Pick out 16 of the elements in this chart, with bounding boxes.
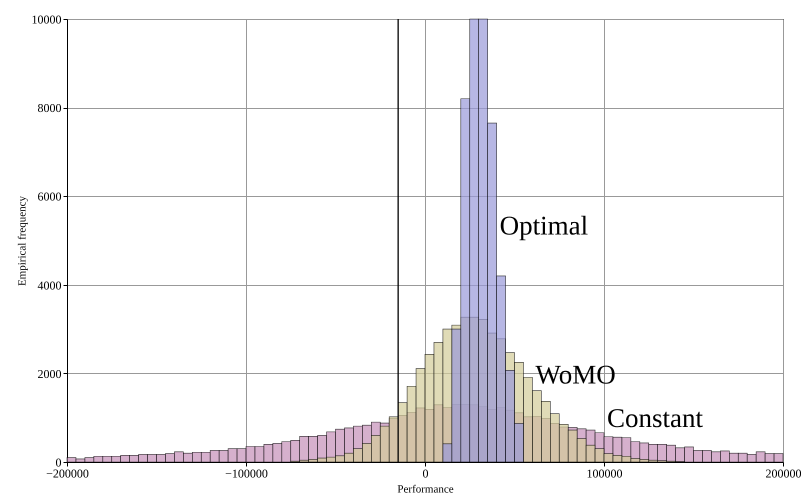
x-tick-label: 100000 (586, 466, 622, 480)
y-axis-title: Empirical frequency (16, 195, 28, 286)
x-tick-label: −100000 (225, 466, 268, 480)
y-tick-label: 8000 (38, 101, 62, 116)
series-label: Optimal (500, 210, 588, 240)
y-tick-label: 4000 (38, 278, 62, 292)
y-tick-label: 10000 (32, 12, 62, 26)
y-tick-label: 2000 (38, 366, 62, 381)
series-label: Constant (607, 403, 704, 434)
y-tick-label: 0 (56, 456, 62, 470)
x-tick-label: 0 (422, 466, 428, 480)
y-tick-label: 6000 (38, 190, 62, 204)
x-tick-label: 200000 (766, 466, 801, 480)
series-label: WoMO (535, 360, 616, 390)
x-tick-label: −200000 (46, 466, 89, 480)
x-axis-title: Performance (397, 484, 454, 496)
